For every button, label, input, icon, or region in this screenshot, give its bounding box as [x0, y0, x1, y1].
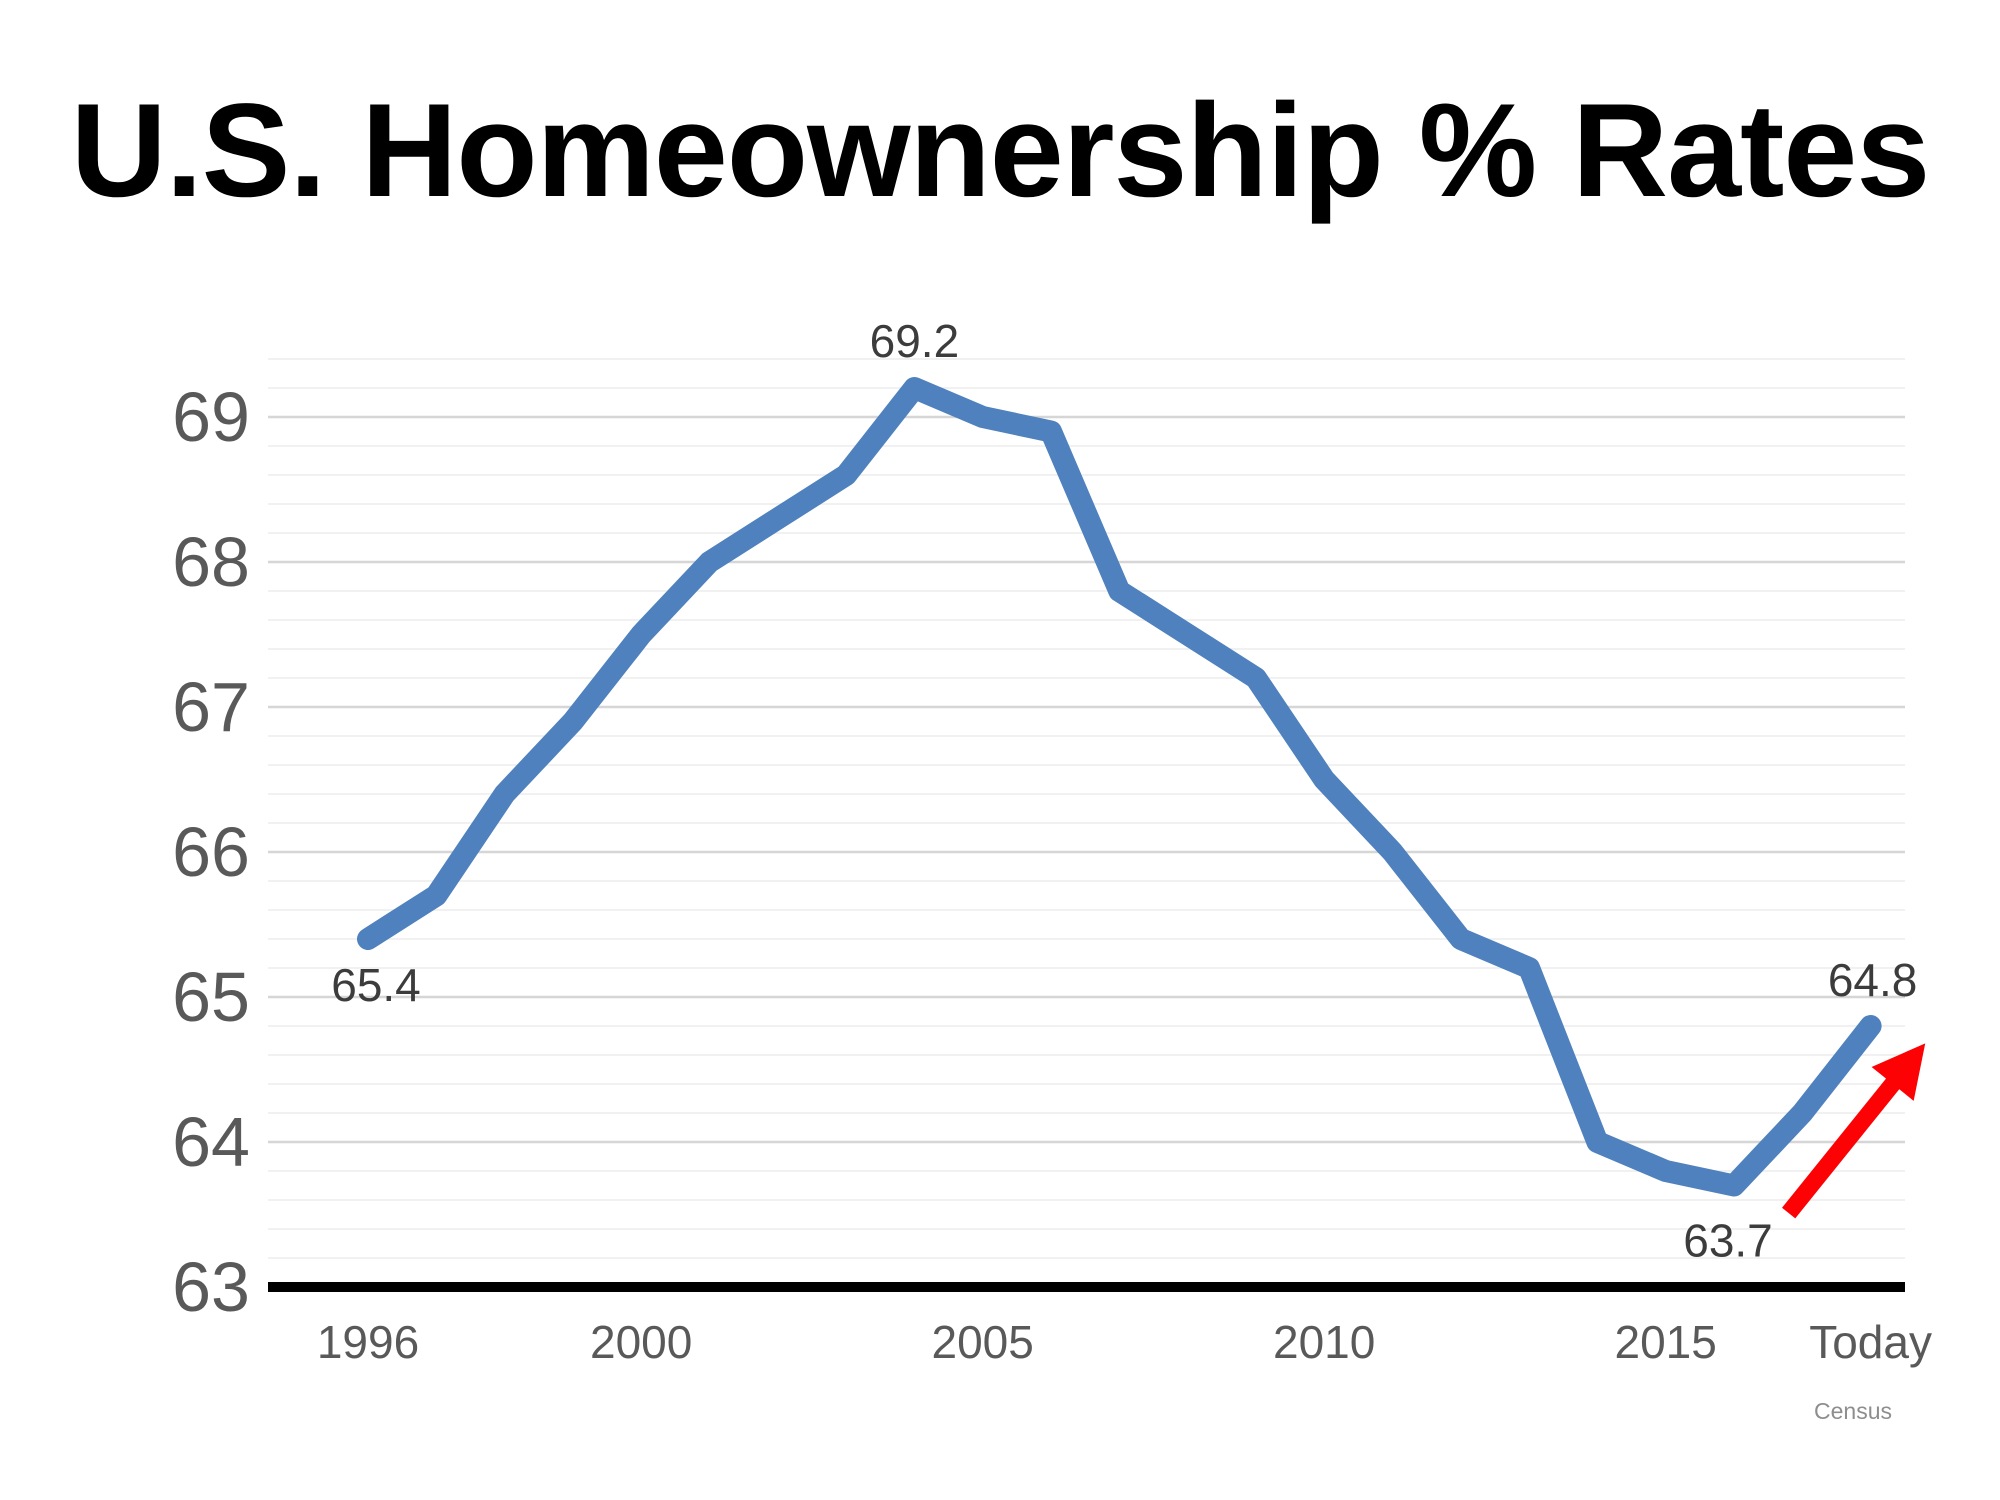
y-axis-labels: 69 68 67 66 65 64 63 [172, 378, 250, 1326]
x-axis-tick-label: 1996 [317, 1316, 419, 1368]
y-axis-tick-label: 65 [172, 958, 250, 1036]
data-point-label: 63.7 [1683, 1215, 1773, 1267]
x-axis-tick-label: 2000 [590, 1316, 692, 1368]
arrow-shaft [1782, 1075, 1902, 1219]
y-axis-tick-label: 67 [172, 668, 250, 746]
upward-trend-arrow [1782, 1043, 1926, 1219]
x-axis-tick-label: 2015 [1615, 1316, 1717, 1368]
y-axis-tick-label: 63 [172, 1248, 250, 1326]
y-axis-tick-label: 64 [172, 1103, 250, 1181]
gridlines [268, 358, 1905, 1289]
y-axis-tick-label: 69 [172, 378, 250, 456]
data-point-label: 69.2 [870, 315, 960, 367]
homeownership-rate-line [357, 377, 1882, 1197]
data-point-label: 65.4 [331, 959, 421, 1011]
data-point-labels: 65.4 69.2 63.7 64.8 [331, 315, 1917, 1267]
arrow-head [1871, 1043, 1926, 1101]
y-axis-tick-label: 66 [172, 813, 250, 891]
x-axis-tick-label: Today [1809, 1316, 1932, 1368]
source-label: Census [1814, 1398, 1892, 1424]
data-point-label: 64.8 [1828, 954, 1918, 1006]
x-axis-labels: 1996 2000 2005 2010 2015 Today [317, 1316, 1932, 1368]
y-axis-tick-label: 68 [172, 523, 250, 601]
x-axis-tick-label: 2005 [932, 1316, 1034, 1368]
x-axis-tick-label: 2010 [1273, 1316, 1375, 1368]
chart-title: U.S. Homeownership % Rates [70, 77, 1931, 225]
